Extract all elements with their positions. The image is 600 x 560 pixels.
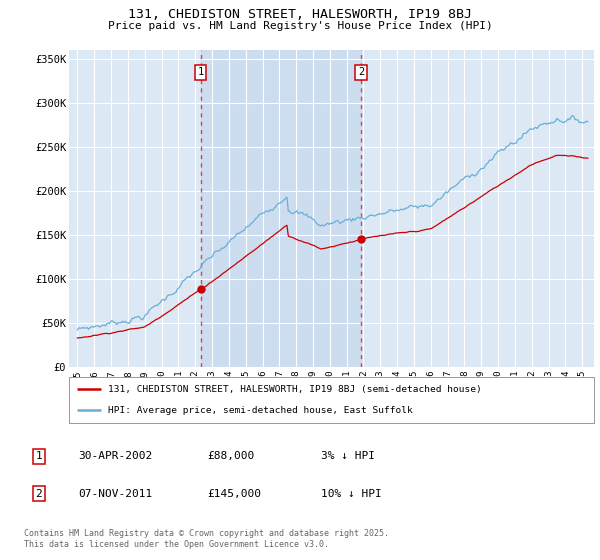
Text: £145,000: £145,000 <box>207 489 261 499</box>
Text: 1: 1 <box>35 451 43 461</box>
Text: 2: 2 <box>358 67 364 77</box>
Text: 3% ↓ HPI: 3% ↓ HPI <box>321 451 375 461</box>
Bar <box>201 50 361 367</box>
Text: 30-APR-2002: 30-APR-2002 <box>78 451 152 461</box>
Text: 131, CHEDISTON STREET, HALESWORTH, IP19 8BJ (semi-detached house): 131, CHEDISTON STREET, HALESWORTH, IP19 … <box>109 385 482 394</box>
Text: 131, CHEDISTON STREET, HALESWORTH, IP19 8BJ: 131, CHEDISTON STREET, HALESWORTH, IP19 … <box>128 8 472 21</box>
Text: Price paid vs. HM Land Registry's House Price Index (HPI): Price paid vs. HM Land Registry's House … <box>107 21 493 31</box>
Text: Contains HM Land Registry data © Crown copyright and database right 2025.
This d: Contains HM Land Registry data © Crown c… <box>24 529 389 549</box>
Text: 10% ↓ HPI: 10% ↓ HPI <box>321 489 382 499</box>
Text: HPI: Average price, semi-detached house, East Suffolk: HPI: Average price, semi-detached house,… <box>109 406 413 415</box>
Text: 2: 2 <box>35 489 43 499</box>
Text: 07-NOV-2011: 07-NOV-2011 <box>78 489 152 499</box>
Text: £88,000: £88,000 <box>207 451 254 461</box>
Text: 1: 1 <box>197 67 204 77</box>
